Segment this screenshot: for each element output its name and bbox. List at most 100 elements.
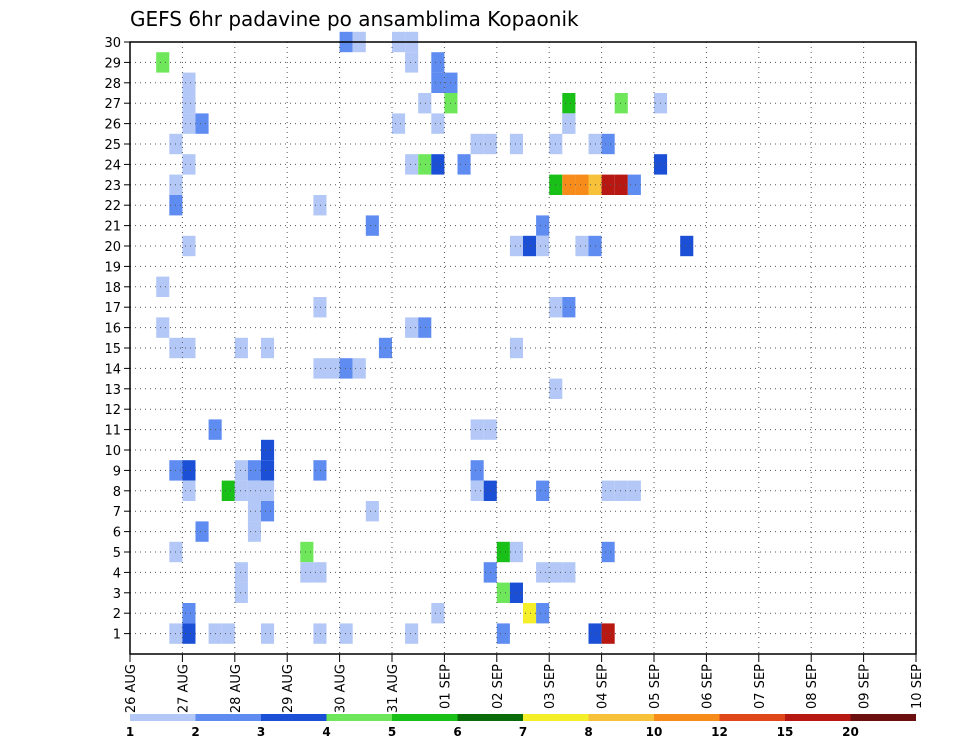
y-tick-label: 7 <box>113 505 121 520</box>
heatmap-cell <box>313 460 327 481</box>
heatmap-cell <box>509 582 523 603</box>
colorbar-segment <box>523 714 589 721</box>
heatmap-cell <box>470 480 484 501</box>
heatmap-cell <box>326 358 340 379</box>
heatmap-cell <box>156 52 170 73</box>
heatmap-cell <box>523 235 537 257</box>
heatmap-cell <box>509 541 523 563</box>
y-tick-label: 13 <box>104 383 121 398</box>
heatmap-cell <box>182 154 196 175</box>
y-tick-label: 1 <box>113 628 121 643</box>
heatmap-cell <box>431 72 445 93</box>
x-tick-label: 09 SEP <box>858 664 873 709</box>
heatmap-cell <box>601 480 615 501</box>
colorbar-segment <box>392 714 458 721</box>
heatmap-cell <box>627 174 641 195</box>
heatmap-cell <box>234 480 248 501</box>
heatmap-cell <box>418 317 432 338</box>
colorbar-label: 5 <box>388 725 396 739</box>
heatmap-cell <box>536 215 550 236</box>
y-tick-label: 26 <box>104 118 121 133</box>
x-tick-label: 31 AUG <box>386 664 401 713</box>
y-tick-label: 30 <box>104 36 121 51</box>
heatmap-cell <box>418 93 432 114</box>
heatmap-cell <box>509 235 523 257</box>
heatmap-cell <box>313 297 327 318</box>
heatmap-cell <box>261 439 275 461</box>
heatmap-cell <box>365 215 379 236</box>
heatmap-cell <box>562 174 576 195</box>
x-tick-label: 02 SEP <box>491 664 506 709</box>
heatmap-cell <box>431 52 445 73</box>
colorbar-segment <box>850 714 916 721</box>
x-tick-label: 26 AUG <box>124 664 139 713</box>
heatmap-cell <box>575 235 589 257</box>
heatmap-cell <box>313 562 327 583</box>
heatmap-cell <box>261 337 275 359</box>
x-axis-ticks: 26 AUG 27 AUG 28 AUG 29 AUG 30 AUG 31 AUG 01 S… <box>124 654 925 713</box>
heatmap-cell <box>601 174 615 195</box>
heatmap-cell <box>509 337 523 359</box>
colorbar-segment <box>130 714 196 721</box>
heatmap-cell <box>405 623 419 644</box>
y-tick-label: 16 <box>104 322 121 337</box>
heatmap-cell <box>405 52 419 73</box>
y-axis-ticks: 1234567891011121314151617181920212223242… <box>104 36 130 643</box>
heatmap-cell <box>470 133 484 155</box>
heatmap-cell <box>601 623 615 644</box>
y-tick-label: 4 <box>113 566 121 581</box>
x-tick-label: 29 AUG <box>281 664 296 713</box>
heatmap-cell <box>392 113 406 134</box>
x-tick-label: 08 SEP <box>805 664 820 709</box>
heatmap-cell <box>234 582 248 603</box>
y-tick-label: 23 <box>104 179 121 194</box>
heatmap-cell <box>247 480 261 501</box>
heatmap-cell <box>234 460 248 481</box>
heatmap-cell <box>496 623 510 644</box>
y-tick-label: 6 <box>113 526 121 541</box>
heatmap-cell <box>562 297 576 318</box>
x-tick-label: 07 SEP <box>753 664 768 709</box>
x-tick-label: 27 AUG <box>176 664 191 713</box>
y-tick-label: 21 <box>104 220 121 235</box>
heatmap-cell <box>182 603 196 624</box>
chart-title: GEFS 6hr padavine po ansamblima Kopaonik <box>130 7 579 31</box>
y-tick-label: 19 <box>104 260 121 275</box>
heatmap-cell <box>247 501 261 522</box>
colorbar-label: 1 <box>126 725 134 739</box>
colorbar: 1 2 3 4 5 6 7 8 10 12 15 20 <box>126 714 916 739</box>
heatmap-cell <box>247 460 261 481</box>
colorbar-label: 2 <box>191 725 199 739</box>
colorbar-segment <box>785 714 851 721</box>
heatmap-cell <box>496 582 510 603</box>
heatmap-cell <box>523 603 537 624</box>
heatmap-cell <box>405 317 419 338</box>
heatmap-cell <box>313 195 327 216</box>
heatmap-cell <box>431 154 445 175</box>
colorbar-label: 7 <box>519 725 527 739</box>
x-tick-label: 04 SEP <box>596 664 611 709</box>
heatmap-cell <box>614 174 628 195</box>
y-tick-label: 2 <box>113 607 121 622</box>
heatmap-cell <box>300 562 314 583</box>
heatmap-cell <box>614 93 628 114</box>
heatmap-cell <box>182 623 196 644</box>
heatmap-cell <box>431 113 445 134</box>
heatmap-cell <box>680 235 694 257</box>
y-tick-label: 25 <box>104 138 121 153</box>
heatmap-cell <box>195 113 209 134</box>
heatmap-cell <box>234 337 248 359</box>
heatmap-cell <box>339 358 353 379</box>
x-tick-label: 06 SEP <box>700 664 715 709</box>
heatmap-cell <box>352 358 366 379</box>
colorbar-segment <box>326 714 392 721</box>
heatmap-cell <box>156 276 170 297</box>
heatmap-cells <box>156 31 694 644</box>
heatmap-cell <box>182 235 196 257</box>
heatmap-cell <box>536 480 550 501</box>
heatmap-cell <box>247 521 261 542</box>
colorbar-segment <box>654 714 720 721</box>
y-tick-label: 18 <box>104 281 121 296</box>
x-tick-label: 01 SEP <box>438 664 453 709</box>
